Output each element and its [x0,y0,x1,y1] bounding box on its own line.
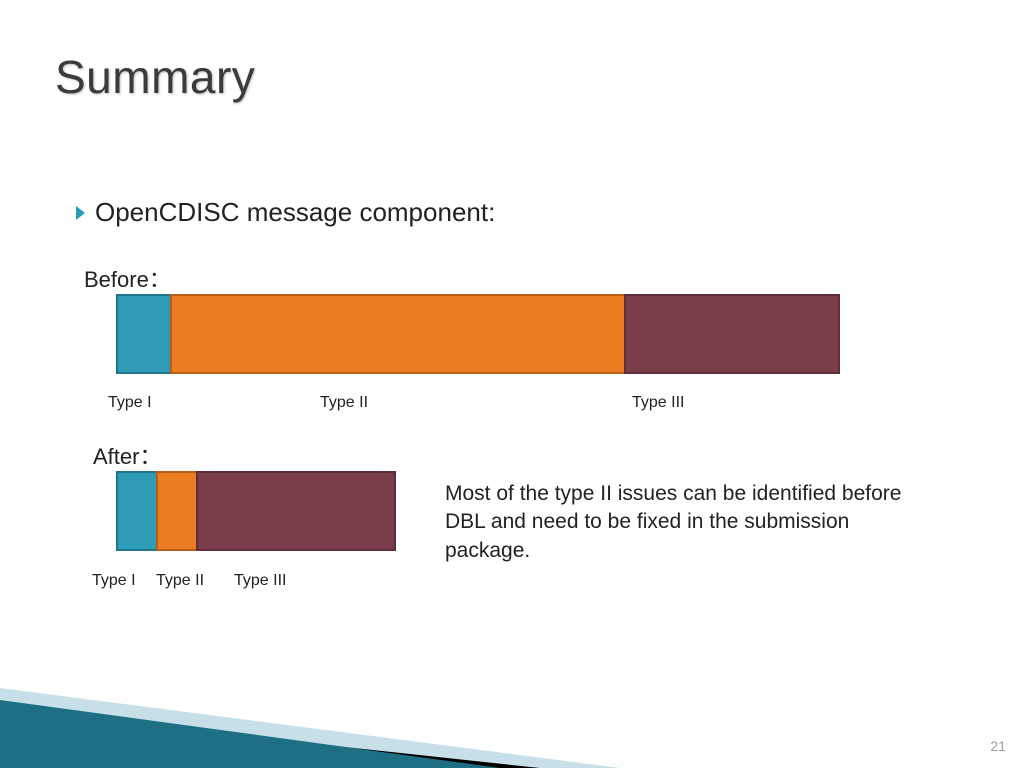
after-label: After： [93,439,161,471]
caret-icon [76,206,85,220]
bar-caption: Type I [108,394,152,412]
bar-caption: Type I [92,572,136,590]
bar-segment [116,294,172,374]
page-title: Summary [55,50,255,104]
description-text: Most of the type II issues can be identi… [445,480,915,565]
before-label: Before： [84,262,171,294]
bullet-row: OpenCDISC message component: [76,197,495,228]
bar-segment [116,471,158,551]
bar-caption: Type II [156,572,204,590]
bar-caption: Type II [320,394,368,412]
bar-segment [196,471,396,551]
bullet-text: OpenCDISC message component: [95,197,495,228]
after-bar [116,471,399,551]
bar-segment [170,294,626,374]
bar-segment [156,471,198,551]
page-number: 21 [990,738,1006,754]
before-bar [116,294,842,374]
bar-caption: Type III [632,394,684,412]
bar-caption: Type III [234,572,286,590]
decorative-triangles [0,648,620,768]
bar-segment [624,294,840,374]
